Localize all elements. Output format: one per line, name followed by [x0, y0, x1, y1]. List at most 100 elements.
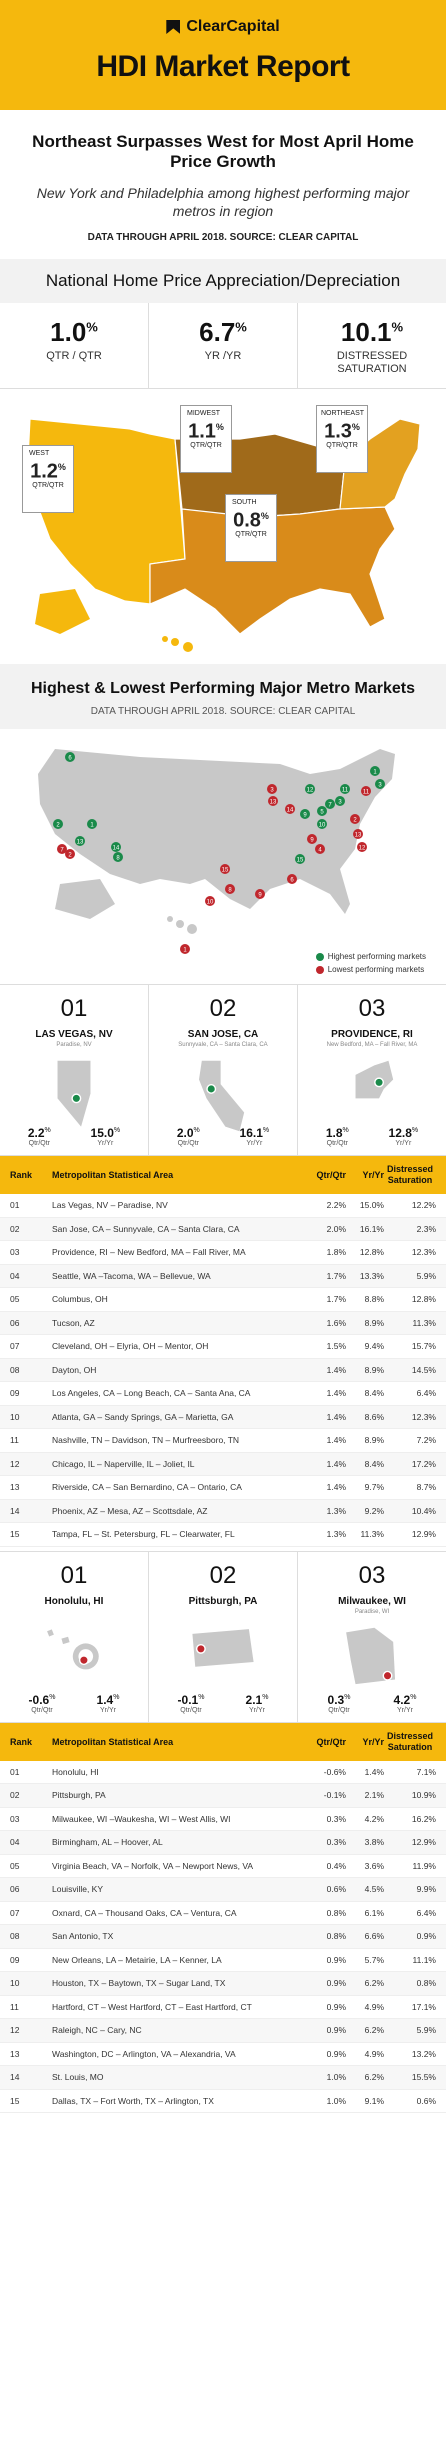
pct-unit: % [262, 1693, 269, 1701]
cell-distressed: 8.7% [416, 1482, 436, 1493]
cell-rank: 13 [10, 1482, 20, 1493]
high-metro-marker [375, 779, 385, 789]
card-qtr-label: Qtr/Qtr [180, 1706, 202, 1714]
table-row: 15 Tampa, FL – St. Petersburg, FL – Clear… [0, 1523, 446, 1547]
low-metro-marker [307, 834, 317, 844]
marker-rank: 1 [183, 948, 187, 954]
region-unit: % [351, 422, 360, 432]
table-header: Rank Metropolitan Statistical Area Qtr/Q… [0, 1156, 446, 1194]
stat-yr: 6.7% YR /YR [149, 303, 298, 388]
cell-distressed: 6.4% [416, 1388, 436, 1399]
high-metro-marker [53, 819, 63, 829]
cell-msa: Hartford, CT – West Hartford, CT – East … [52, 2001, 252, 2012]
cell-rank: 04 [10, 1270, 20, 1281]
cell-msa: Dayton, OH [52, 1364, 97, 1375]
clearcapital-icon [166, 20, 181, 34]
cell-msa: Pittsburgh, PA [52, 1790, 106, 1801]
legend-high: Highest performing markets [315, 952, 426, 961]
national-band: National Home Price Appreciation/Depreci… [0, 259, 446, 303]
card-qtr: 2.2% Qtr/Qtr [28, 1126, 51, 1147]
data-source: DATA THROUGH APRIL 2018. SOURCE: CLEAR C… [87, 232, 359, 243]
high-metro-marker [87, 819, 97, 829]
metro-card: 01 LAS VEGAS, NV Paradise, NV 2.2% Qtr/Qt… [0, 985, 149, 1155]
card-yr-value: 1.4 [96, 1692, 114, 1707]
card-name: SAN JOSE, CA [187, 1029, 259, 1040]
low-metro-marker [180, 944, 190, 954]
table-row: 07 Cleveland, OH – Elyria, OH – Mentor, O… [0, 1335, 446, 1359]
metro-card: 03 PROVIDENCE, RI New Bedford, MA – Fall… [298, 985, 446, 1155]
region-name: NORTHEAST [321, 410, 365, 417]
low-metro-marker [205, 896, 215, 906]
card-qtr-label: Qtr/Qtr [28, 1140, 51, 1147]
table-row: 09 Los Angeles, CA – Long Beach, CA – San… [0, 1382, 446, 1406]
cell-distressed: 16.2% [411, 1813, 436, 1824]
cell-distressed: 12.2% [411, 1200, 436, 1211]
cell-yr: 6.2% [364, 2025, 384, 2036]
marker-rank: 12 [307, 788, 314, 794]
cell-qtr: 1.4% [326, 1482, 346, 1493]
cell-distressed: 0.8% [416, 1978, 436, 1989]
cell-msa: Atlanta, GA – Sandy Springs, GA – Mariet… [52, 1411, 234, 1422]
cell-rank: 09 [10, 1954, 20, 1965]
stat-value: 1.0 [50, 317, 87, 347]
cell-msa: Chicago, IL – Naperville, IL – Joliet, I… [52, 1458, 195, 1469]
card-qtr-label: Qtr/Qtr [326, 1140, 349, 1147]
low-metro-marker [267, 784, 277, 794]
marker-rank: 1 [373, 770, 377, 776]
cell-qtr: 0.3% [326, 1837, 346, 1848]
cell-qtr: 0.3% [326, 1813, 346, 1824]
region-value: 1.1 [188, 420, 216, 443]
region-value: 1.3 [324, 420, 352, 443]
table-row: 06 Louisville, KY 0.6% 4.5% 9.9% [0, 1878, 446, 1902]
stat-unit: % [391, 319, 404, 335]
cell-qtr: 1.3% [326, 1505, 346, 1516]
header-qtr: Qtr/Qtr [316, 1170, 346, 1180]
marker-rank: 14 [113, 846, 120, 852]
table-row: 06 Tucson, AZ 1.6% 8.9% 11.3% [0, 1311, 446, 1335]
table-row: 11 Hartford, CT – West Hartford, CT – Eas… [0, 1996, 446, 2019]
cell-yr: 9.2% [364, 1505, 384, 1516]
newengland-map-icon [355, 1060, 394, 1099]
marker-rank: 11 [363, 790, 370, 796]
marker-rank: 9 [258, 893, 262, 899]
brand-logo: ClearCapital [0, 18, 446, 36]
cell-rank: 08 [10, 1364, 20, 1375]
header-msa: Metropolitan Statistical Area [52, 1170, 174, 1180]
card-name: PROVIDENCE, RI [331, 1029, 413, 1040]
card-qtr-value: 0.3 [327, 1692, 345, 1707]
cell-rank: 05 [10, 1294, 20, 1305]
callout-midwest: MIDWEST 1.1% QTR/QTR [180, 405, 232, 473]
low-metro-marker [225, 884, 235, 894]
cell-qtr: 0.8% [326, 1931, 346, 1942]
marker-rank: 13 [270, 800, 277, 806]
national-stats: 1.0% QTR / QTR 6.7% YR /YR 10.1% DISTRES… [0, 303, 446, 389]
card-rank: 03 [358, 995, 386, 1022]
card-qtr-value: 1.8 [325, 1126, 343, 1140]
marker-rank: 3 [378, 783, 382, 789]
high-metro-marker [300, 809, 310, 819]
cell-rank: 11 [10, 2001, 19, 2012]
high-metro-marker [113, 852, 123, 862]
card-qtr: 0.3% Qtr/Qtr [328, 1693, 351, 1714]
card-rank: 01 [60, 995, 88, 1022]
marker-rank: 13 [355, 833, 362, 839]
metro-card: 02 SAN JOSE, CA Sunnyvale, CA – Santa Cl… [149, 985, 298, 1155]
marker-rank: 8 [116, 856, 120, 862]
card-rank: 02 [209, 995, 237, 1022]
cell-msa: Louisville, KY [52, 1884, 104, 1895]
stat-unit: % [235, 319, 247, 335]
card-yr-value: 2.1 [245, 1692, 263, 1707]
cell-rank: 03 [10, 1813, 20, 1824]
callout-west: WEST 1.2% QTR/QTR [22, 445, 74, 513]
cell-distressed: 17.2% [411, 1458, 436, 1469]
cell-distressed: 12.9% [411, 1529, 436, 1540]
cell-distressed: 10.4% [411, 1505, 436, 1516]
cell-rank: 12 [10, 2025, 20, 2036]
cell-distressed: 12.3% [411, 1411, 436, 1422]
cell-qtr: 1.4% [326, 1411, 346, 1422]
card-sub: Sunnyvale, CA – Santa Clara, CA [178, 1042, 268, 1048]
marker-rank: 2 [68, 853, 72, 859]
region-northeast [339, 418, 421, 510]
subhead: New York and Philadelphia among highest … [36, 185, 410, 219]
card-yr-label: Yr/Yr [246, 1140, 263, 1147]
